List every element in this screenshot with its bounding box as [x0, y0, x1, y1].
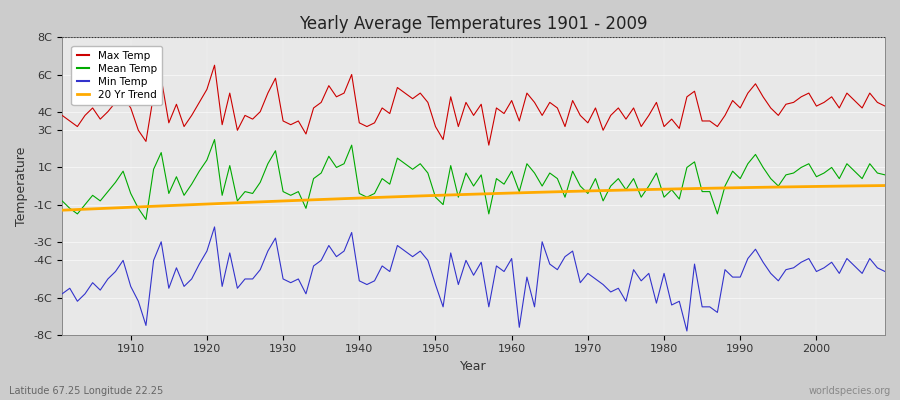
Text: worldspecies.org: worldspecies.org [809, 386, 891, 396]
Title: Yearly Average Temperatures 1901 - 2009: Yearly Average Temperatures 1901 - 2009 [300, 15, 648, 33]
X-axis label: Year: Year [460, 360, 487, 373]
Legend: Max Temp, Mean Temp, Min Temp, 20 Yr Trend: Max Temp, Mean Temp, Min Temp, 20 Yr Tre… [71, 46, 162, 105]
Y-axis label: Temperature: Temperature [15, 146, 28, 226]
Text: Latitude 67.25 Longitude 22.25: Latitude 67.25 Longitude 22.25 [9, 386, 163, 396]
